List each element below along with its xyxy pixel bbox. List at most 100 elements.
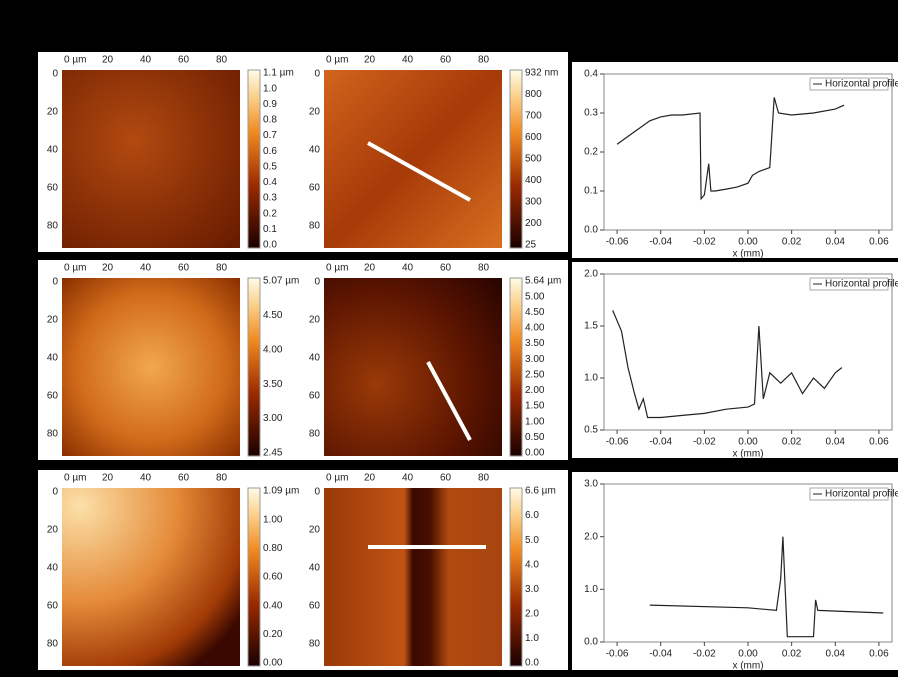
colorbar-label: 2.45 <box>263 448 283 459</box>
colorbar-label: 25 <box>525 240 537 251</box>
x-tick-label: -0.04 <box>649 237 672 248</box>
colorbar <box>510 278 522 456</box>
x-tick-label: 20 <box>102 55 114 66</box>
y-tick-label: 1.0 <box>584 373 598 384</box>
y-tick-label: 0.4 <box>584 69 598 80</box>
x-tick-label: 0.02 <box>782 237 802 248</box>
y-tick-label: 0.3 <box>584 108 598 119</box>
x-tick-label: 0 µm <box>326 473 348 484</box>
x-tick-label: 40 <box>402 473 414 484</box>
y-tick-label: 0.0 <box>584 637 598 648</box>
x-tick-label: 60 <box>440 473 452 484</box>
y-tick-label: 80 <box>309 221 321 232</box>
x-tick-label: -0.06 <box>606 237 629 248</box>
colorbar-label: 0.50 <box>525 432 545 443</box>
afm-image <box>62 278 240 456</box>
x-tick-label: 60 <box>440 263 452 274</box>
y-tick-label: 2.0 <box>584 269 598 280</box>
colorbar-label: 0.2 <box>263 208 277 219</box>
y-tick-label: 3.0 <box>584 479 598 490</box>
colorbar-label: 1.1 µm <box>263 68 294 79</box>
colorbar <box>248 488 260 666</box>
legend-label: Horizontal profile 1 <box>825 279 898 290</box>
colorbar-label: 0.20 <box>263 629 283 640</box>
afm-image <box>62 488 240 666</box>
x-tick-label: 60 <box>178 55 190 66</box>
x-tick-label: 40 <box>140 55 152 66</box>
colorbar-label: 0.0 <box>263 240 277 251</box>
afm-image <box>324 488 502 666</box>
y-tick-label: 40 <box>309 353 321 364</box>
x-axis-label: x (mm) <box>732 249 763 260</box>
y-tick-label: 60 <box>309 601 321 612</box>
colorbar-label: 5.0 <box>525 535 539 546</box>
x-tick-label: -0.06 <box>606 437 629 448</box>
y-tick-label: 40 <box>309 145 321 156</box>
y-tick-label: 60 <box>47 601 59 612</box>
colorbar-label: 3.00 <box>263 413 283 424</box>
x-tick-label: 0 µm <box>326 55 348 66</box>
y-tick-label: 80 <box>309 639 321 650</box>
colorbar-label: 0.3 <box>263 193 277 204</box>
x-tick-label: -0.02 <box>693 237 716 248</box>
colorbar-label: 3.50 <box>263 379 283 390</box>
legend-label: Horizontal profile 1 <box>825 79 898 90</box>
y-tick-label: 20 <box>309 107 321 118</box>
y-tick-label: 60 <box>309 183 321 194</box>
y-tick-label: 80 <box>309 429 321 440</box>
afm-image <box>62 70 240 248</box>
x-tick-label: 0.06 <box>869 649 889 660</box>
x-tick-label: 0 µm <box>326 263 348 274</box>
x-tick-label: 0.04 <box>826 437 846 448</box>
colorbar-label: 932 nm <box>525 68 558 79</box>
y-tick-label: 80 <box>47 221 59 232</box>
colorbar-label: 0.00 <box>525 448 545 459</box>
x-tick-label: 0 µm <box>64 263 86 274</box>
y-tick-label: 80 <box>47 639 59 650</box>
y-tick-label: 0 <box>52 69 58 80</box>
chart-background <box>572 62 898 258</box>
colorbar-label: 0.6 <box>263 146 277 157</box>
y-tick-label: 20 <box>47 525 59 536</box>
colorbar-label: 0.7 <box>263 130 277 141</box>
colorbar-label: 2.0 <box>525 608 539 619</box>
colorbar-label: 2.00 <box>525 385 545 396</box>
x-tick-label: -0.04 <box>649 437 672 448</box>
afm-image <box>324 70 502 248</box>
colorbar-label: 1.00 <box>263 514 283 525</box>
x-axis-label: x (mm) <box>732 449 763 460</box>
colorbar-label: 300 <box>525 197 542 208</box>
y-tick-label: 0 <box>52 487 58 498</box>
x-tick-label: 0.06 <box>869 237 889 248</box>
x-tick-label: 0.00 <box>738 649 758 660</box>
x-tick-label: 80 <box>478 55 490 66</box>
colorbar-label: 6.0 <box>525 510 539 521</box>
colorbar-label: 1.00 <box>525 416 545 427</box>
colorbar-label: 4.00 <box>525 323 545 334</box>
colorbar-label: 0.4 <box>263 177 277 188</box>
y-tick-label: 20 <box>47 107 59 118</box>
x-tick-label: 60 <box>440 55 452 66</box>
x-tick-label: 0.04 <box>826 649 846 660</box>
colorbar-label: 0.80 <box>263 543 283 554</box>
colorbar-label: 1.0 <box>263 83 277 94</box>
colorbar-label: 1.09 µm <box>263 486 299 497</box>
y-tick-label: 60 <box>309 391 321 402</box>
chart-background <box>572 262 898 458</box>
colorbar-label: 0.8 <box>263 115 277 126</box>
colorbar-label: 3.50 <box>525 338 545 349</box>
y-tick-label: 40 <box>309 563 321 574</box>
colorbar-label: 4.0 <box>525 559 539 570</box>
colorbar-label: 0.0 <box>525 658 539 669</box>
page: 0 µm204060800204060801.1 µm1.00.90.80.70… <box>0 0 898 677</box>
y-tick-label: 80 <box>47 429 59 440</box>
legend-label: Horizontal profile 1 <box>825 489 898 500</box>
y-tick-label: 0.1 <box>584 186 598 197</box>
y-tick-label: 0 <box>52 277 58 288</box>
x-tick-label: 0.06 <box>869 437 889 448</box>
x-tick-label: 20 <box>102 263 114 274</box>
y-tick-label: 60 <box>47 183 59 194</box>
colorbar-label: 3.00 <box>525 354 545 365</box>
x-tick-label: 0.02 <box>782 649 802 660</box>
x-tick-label: 80 <box>478 263 490 274</box>
